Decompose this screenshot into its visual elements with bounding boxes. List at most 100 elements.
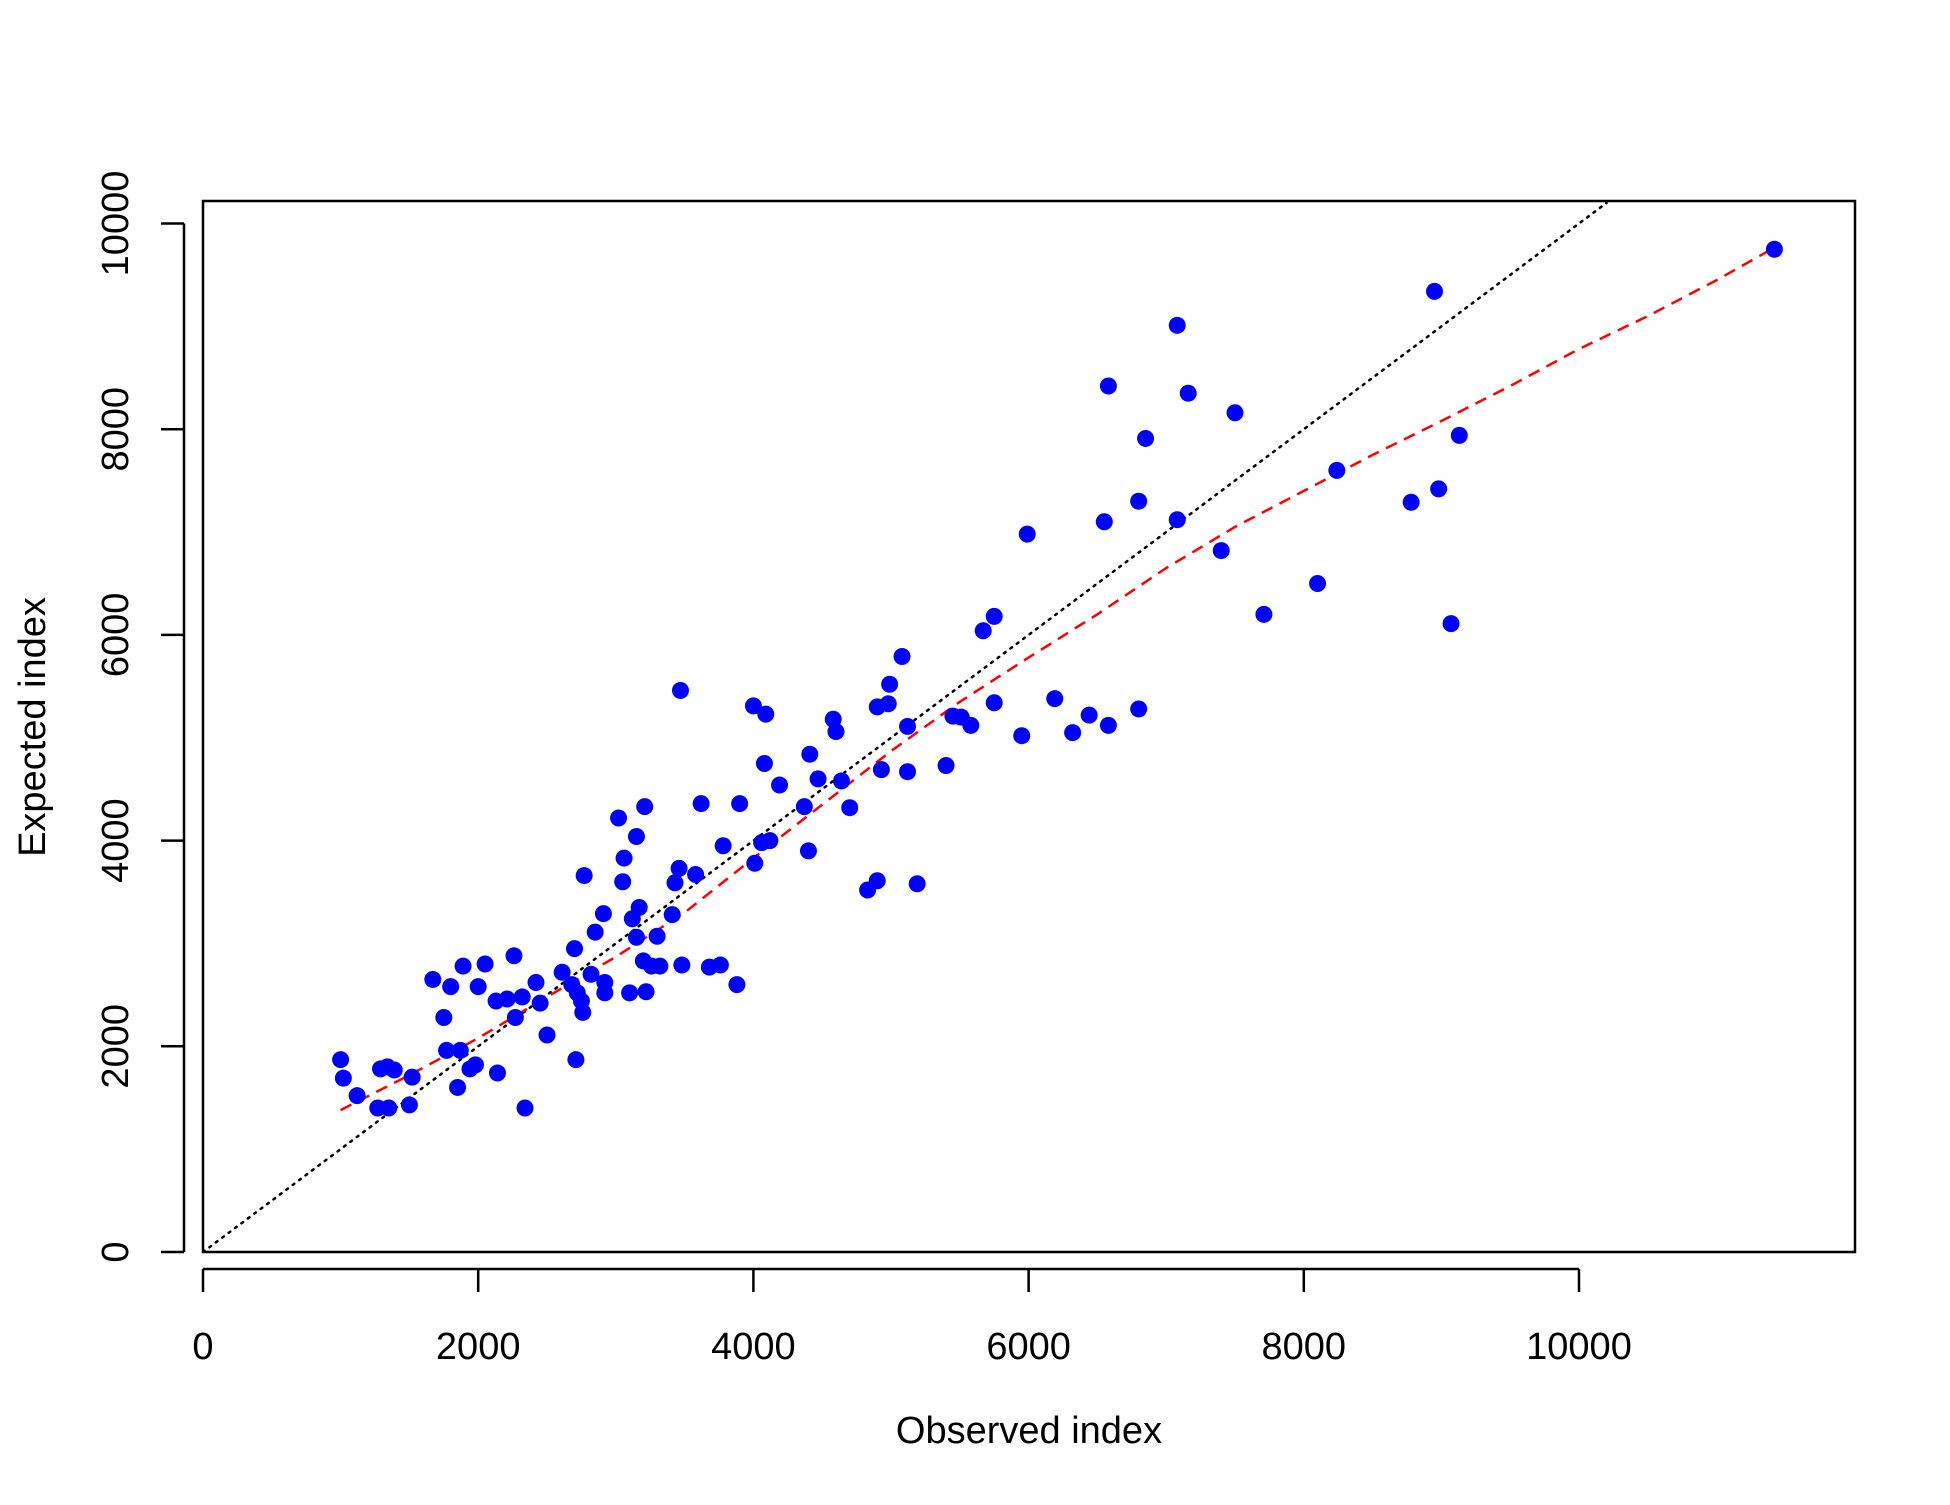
data-point [1212,542,1230,560]
y-tick-label: 0 [95,1241,137,1262]
data-point [505,947,523,965]
x-tick-label: 6000 [986,1326,1071,1368]
data-point [596,974,614,992]
data-point [1130,700,1148,718]
data-point [666,874,684,892]
data-point [553,963,571,981]
data-point [1226,404,1244,422]
plot-frame [201,199,1857,1254]
data-point [1013,727,1031,745]
y-axis-label: Expected index [12,597,54,857]
data-point [872,761,890,779]
data-point [488,1064,506,1082]
data-point [757,705,775,723]
data-point [454,957,472,975]
data-point [449,1078,467,1096]
data-point [673,956,691,974]
data-point [594,905,612,923]
data-point [899,763,917,781]
data-point [527,974,545,992]
data-point [714,837,732,855]
data-point [753,834,771,852]
data-point [566,940,584,958]
x-tick-label: 2000 [436,1326,521,1368]
data-point [1426,282,1444,300]
data-point [567,1051,585,1069]
x-tick-label: 8000 [1262,1326,1347,1368]
x-tick-label: 0 [192,1326,213,1368]
data-point [334,1069,352,1087]
data-point [881,675,899,693]
data-point [506,1009,524,1027]
data-point [385,1061,403,1079]
data-point [1168,511,1186,529]
data-point [1179,384,1197,402]
data-point [700,958,718,976]
data-point [435,1009,453,1027]
smooth-trend-line [340,248,1773,1112]
smooth-line-layer [340,248,1773,1112]
data-point [868,872,886,890]
data-point [663,906,681,924]
data-point [671,681,689,699]
data-point [1328,461,1346,479]
x-tick-label: 4000 [711,1326,796,1368]
data-point [438,1041,456,1059]
y-tick-label: 4000 [95,798,137,883]
x-axis: 0 2000 4000 6000 8000 10000 [192,1267,1632,1368]
data-point [1430,480,1448,498]
data-point [1046,690,1064,708]
data-point [1255,605,1273,623]
data-point [1130,492,1148,510]
data-point [643,957,661,975]
y-axis: 0 2000 4000 6000 8000 10000 [95,171,186,1263]
data-point [498,990,516,1008]
data-point [1095,513,1113,531]
data-points-layer [332,240,1783,1117]
data-point [832,772,850,790]
data-point [899,717,917,735]
data-point [380,1099,398,1117]
data-point [687,866,705,884]
y-tick-label: 2000 [95,1004,137,1089]
data-point [1765,240,1783,258]
data-point [962,716,980,734]
data-point [799,842,817,860]
data-point [610,809,628,827]
data-point [586,923,604,941]
data-point [1442,615,1460,633]
x-tick-label: 10000 [1526,1326,1632,1368]
data-point [1168,316,1186,334]
data-point [1080,706,1098,724]
data-point [623,910,641,928]
data-point [1137,429,1155,447]
data-point [1018,525,1036,543]
data-point [893,647,911,665]
data-point [648,927,666,945]
y-tick-label: 10000 [95,171,137,277]
data-point [531,994,549,1012]
data-point [801,745,819,763]
data-point [348,1087,366,1105]
data-point [985,607,1003,625]
data-point [442,978,460,996]
data-point [332,1051,350,1069]
data-point [627,827,645,845]
data-point [1450,426,1468,444]
data-point [516,1099,534,1117]
data-point [1402,493,1420,511]
data-point [937,757,955,775]
data-point [574,1003,592,1021]
y-tick-label: 6000 [95,593,137,678]
data-point [538,1026,556,1044]
data-point [621,984,639,1002]
data-point [1099,377,1117,395]
data-point [627,928,645,946]
data-point [469,978,487,996]
data-point [744,697,762,715]
data-point [582,965,600,983]
data-point [424,970,442,988]
data-point [908,875,926,893]
